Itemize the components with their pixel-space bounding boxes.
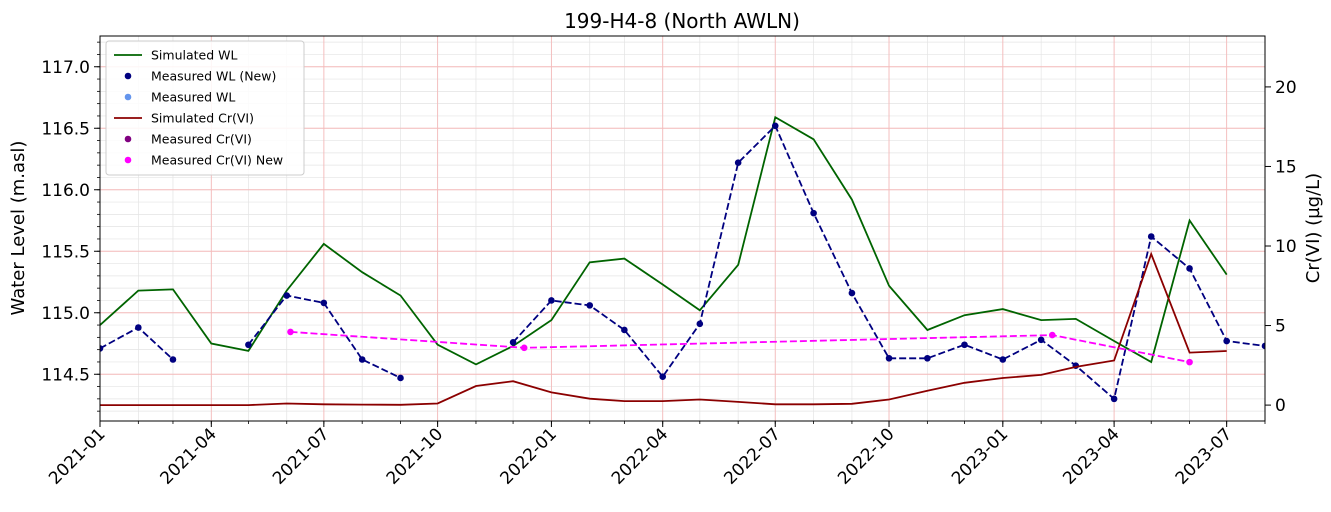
legend-entry-simulated-wl: Simulated WL <box>151 48 237 63</box>
measured-wl-new-point <box>586 302 594 309</box>
legend-swatch-measured-wl <box>124 93 132 101</box>
measured-cr-vi-new-point <box>1186 358 1193 366</box>
legend-swatch-measured-wl-new <box>124 72 132 80</box>
measured-wl-new-point <box>245 341 252 349</box>
series-layer <box>100 115 1265 407</box>
measured-wl-new-point <box>320 299 328 307</box>
measured-cr-vi-new-point <box>287 328 294 336</box>
measured-wl-new-point <box>283 292 291 299</box>
y2-tick-label: 5 <box>1275 317 1286 337</box>
y2-axis-title: Cr(VI) (µg/L) <box>1303 173 1324 283</box>
legend: Simulated WL Measured WL (New) Measured WL… <box>105 40 305 176</box>
legend-swatch-measured-cr-vi-new <box>124 156 132 164</box>
measured-wl-new-point <box>771 122 779 130</box>
measured-wl-new-point <box>1110 395 1118 403</box>
measured-wl-new-point <box>848 289 856 297</box>
measured-wl-new-point <box>509 338 517 346</box>
measured-wl-new-point <box>885 354 893 362</box>
measured-wl-new-point <box>1186 265 1193 272</box>
measured-wl-new-point <box>1037 336 1045 344</box>
measured-wl-new-point <box>924 354 931 362</box>
measured-cr-vi-new-point <box>520 344 528 352</box>
measured-wl-new-point <box>659 373 667 381</box>
y-tick-label: 117.0 <box>41 58 90 78</box>
y2-tick-label: 20 <box>1275 78 1297 98</box>
chart-title: 199-H4-8 (North AWLN) <box>564 9 800 33</box>
legend-entry-measured-cr-vi-new: Measured Cr(VI) New <box>151 153 283 168</box>
measured-wl-new-point <box>548 297 555 304</box>
y-axis-title: Water Level (m.asl) <box>8 141 29 316</box>
legend-box <box>105 40 305 176</box>
measured-wl-new-point <box>169 356 177 363</box>
legend-swatch-measured-cr-vi <box>124 135 132 143</box>
measured-wl-new-point <box>999 356 1007 363</box>
y2-tick-label: 10 <box>1275 237 1297 257</box>
measured-wl-new-point <box>1261 342 1265 350</box>
y-tick-label: 114.5 <box>41 365 90 385</box>
measured-wl-new-point <box>135 324 142 331</box>
y-tick-label: 115.5 <box>41 242 90 262</box>
y2-tick-label: 0 <box>1275 396 1286 416</box>
measured-wl-new-point <box>1223 337 1230 345</box>
measured-cr-vi-new-point <box>1048 331 1056 339</box>
legend-entry-measured-wl-new: Measured WL (New) <box>151 69 276 84</box>
simulated-wl-line <box>100 115 1228 366</box>
legend-entry-measured-wl: Measured WL <box>151 90 235 105</box>
y-tick-label: 116.0 <box>41 181 90 201</box>
y2-tick-label: 15 <box>1275 157 1297 177</box>
measured-wl-new-point <box>810 209 817 217</box>
measured-wl-new-point <box>100 345 104 352</box>
y-tick-label: 115.0 <box>41 304 90 324</box>
measured-wl-new-point <box>1147 233 1155 240</box>
measured-wl-new-point <box>961 341 968 349</box>
plot-area-frame <box>99 35 1266 422</box>
measured-wl-new-point <box>397 374 404 382</box>
measured-wl-new-point <box>621 326 628 334</box>
legend-entry-simulated-cr-vi: Simulated Cr(VI) <box>151 111 254 126</box>
simulated-cr-vi-line <box>100 251 1227 407</box>
series-clip-group <box>100 115 1265 407</box>
measured-cr-vi-new-dashed-line <box>290 331 1190 363</box>
measured-wl-new-point <box>358 356 366 363</box>
legend-entry-measured-cr-vi: Measured Cr(VI) <box>151 132 252 147</box>
measured-wl-new-point <box>734 159 742 166</box>
measured-wl-new-point <box>696 320 704 328</box>
y-tick-label: 116.5 <box>41 119 90 139</box>
